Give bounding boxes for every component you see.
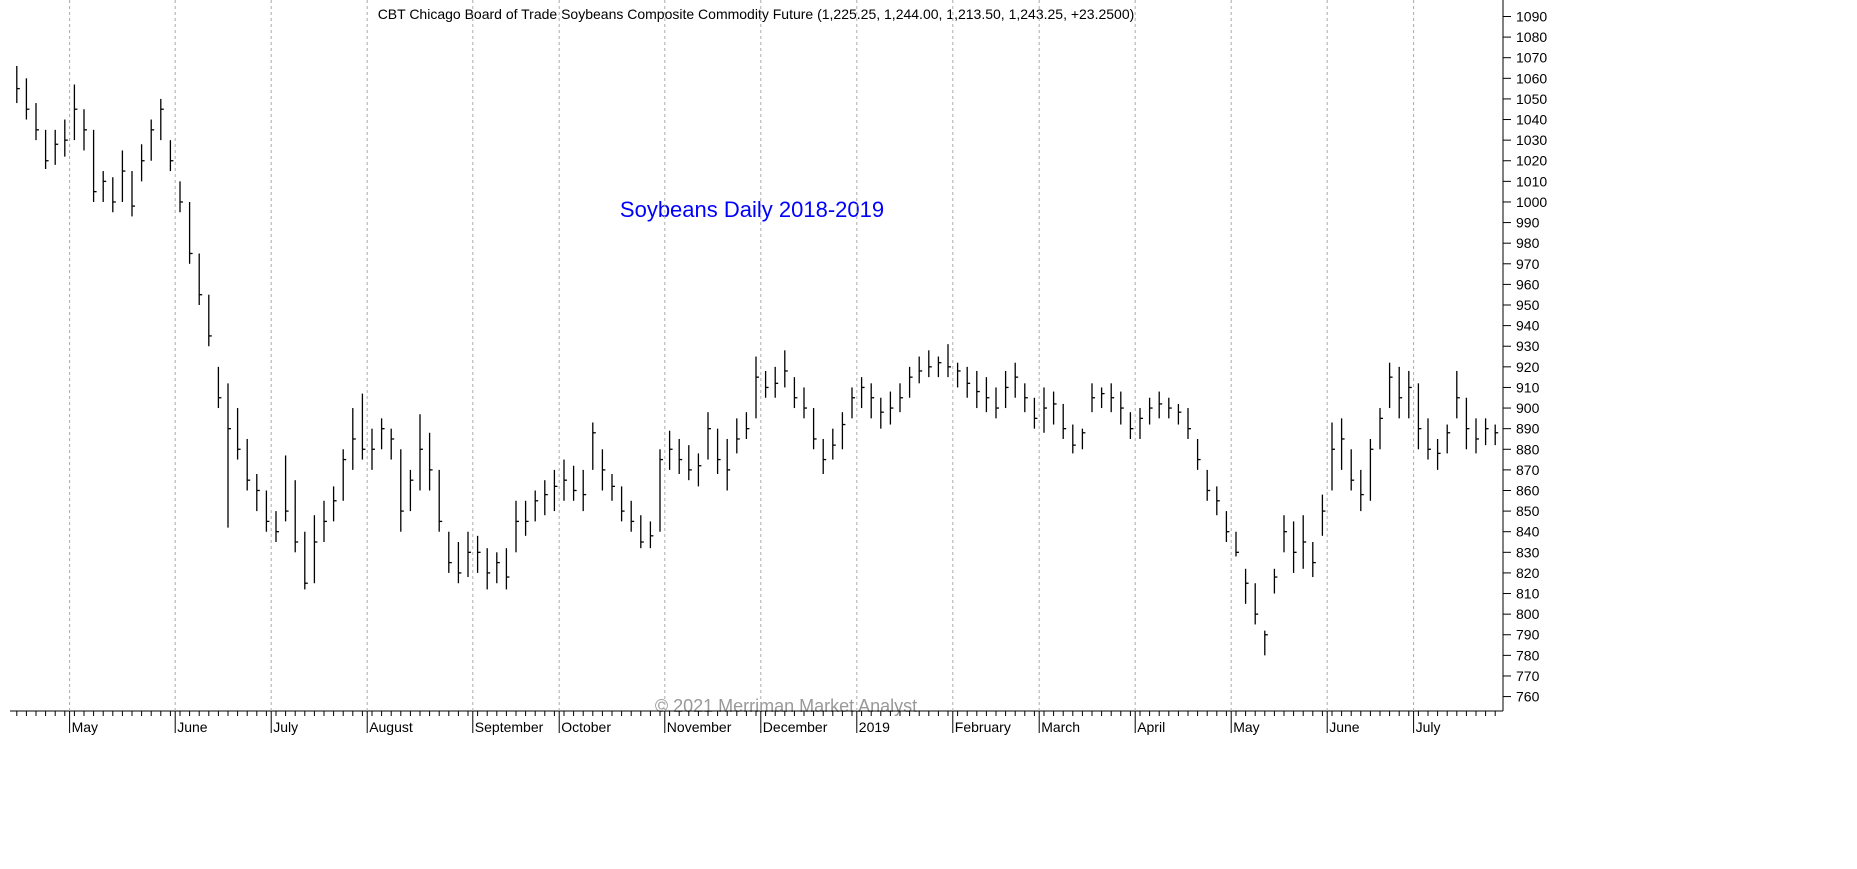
- x-tick-label: May: [72, 719, 98, 735]
- y-tick-label: 930: [1516, 338, 1540, 354]
- y-tick-label: 980: [1516, 235, 1540, 251]
- y-tick-label: 880: [1516, 441, 1540, 457]
- y-tick-label: 1030: [1516, 132, 1547, 148]
- y-tick-label: 1070: [1516, 50, 1547, 66]
- y-tick-label: 1040: [1516, 112, 1547, 128]
- y-tick-label: 960: [1516, 276, 1540, 292]
- y-tick-label: 1020: [1516, 153, 1547, 169]
- y-tick-label: 800: [1516, 606, 1540, 622]
- y-tick-label: 940: [1516, 318, 1540, 334]
- y-tick-label: 760: [1516, 689, 1540, 705]
- y-tick-label: 770: [1516, 668, 1540, 684]
- y-tick-label: 820: [1516, 565, 1540, 581]
- y-tick-label: 810: [1516, 586, 1540, 602]
- x-tick-label: April: [1137, 719, 1165, 735]
- watermark: © 2021 Merriman Market Analyst: [655, 696, 917, 716]
- x-tick-label: March: [1041, 719, 1080, 735]
- y-tick-label: 1000: [1516, 194, 1547, 210]
- y-tick-label: 1090: [1516, 8, 1547, 24]
- y-tick-label: 890: [1516, 421, 1540, 437]
- x-tick-label: February: [955, 719, 1011, 735]
- x-tick-label: August: [369, 719, 413, 735]
- annotation: Soybeans Daily 2018-2019: [620, 197, 884, 222]
- y-tick-label: 790: [1516, 627, 1540, 643]
- y-tick-label: 1060: [1516, 70, 1547, 86]
- x-tick-label: June: [1329, 719, 1360, 735]
- x-tick-label: September: [475, 719, 544, 735]
- y-tick-label: 830: [1516, 544, 1540, 560]
- y-tick-label: 840: [1516, 524, 1540, 540]
- x-tick-label: July: [273, 719, 298, 735]
- y-tick-label: 860: [1516, 482, 1540, 498]
- y-tick-label: 1010: [1516, 173, 1547, 189]
- x-tick-label: 2019: [859, 719, 890, 735]
- y-tick-label: 990: [1516, 215, 1540, 231]
- y-tick-label: 870: [1516, 462, 1540, 478]
- y-tick-label: 950: [1516, 297, 1540, 313]
- x-tick-label: June: [177, 719, 208, 735]
- x-tick-label: November: [667, 719, 732, 735]
- y-tick-label: 850: [1516, 503, 1540, 519]
- y-tick-label: 1080: [1516, 29, 1547, 45]
- x-tick-label: July: [1416, 719, 1441, 735]
- y-tick-label: 900: [1516, 400, 1540, 416]
- x-tick-label: May: [1233, 719, 1259, 735]
- y-tick-label: 910: [1516, 379, 1540, 395]
- x-tick-label: December: [763, 719, 828, 735]
- y-tick-label: 1050: [1516, 91, 1547, 107]
- y-tick-label: 920: [1516, 359, 1540, 375]
- y-tick-label: 970: [1516, 256, 1540, 272]
- chart-title: CBT Chicago Board of Trade Soybeans Comp…: [378, 6, 1135, 22]
- x-tick-label: October: [561, 719, 611, 735]
- y-tick-label: 780: [1516, 647, 1540, 663]
